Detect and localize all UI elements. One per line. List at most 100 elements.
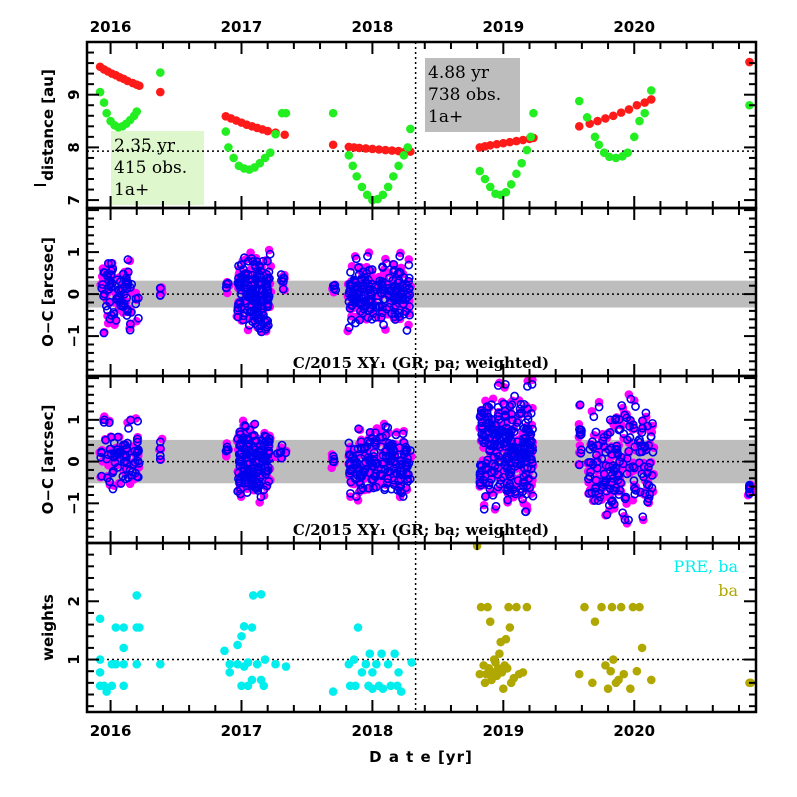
residual-point-weighted — [504, 469, 514, 479]
residual-point-weighted — [618, 459, 628, 469]
residual-point-weighted — [245, 458, 255, 467]
residual-point-weighted — [108, 484, 118, 494]
residual-point-weighted — [521, 507, 530, 517]
residual-point-unweighted — [381, 325, 390, 334]
residual-point-weighted — [377, 308, 387, 318]
data-point — [640, 98, 650, 107]
residual-point-weighted — [240, 298, 250, 308]
data-point — [608, 655, 618, 664]
residual-point-weighted — [399, 438, 409, 447]
residual-point-weighted — [576, 430, 586, 439]
residual-point-weighted — [113, 285, 123, 295]
data-point — [111, 623, 121, 632]
residual-point-weighted — [620, 494, 630, 504]
y-axis-title: weights — [39, 594, 57, 661]
panel-title: C/2015 XY₁ (GR; ba; weighted) — [293, 521, 549, 539]
residual-point-weighted — [96, 452, 106, 462]
data-point — [119, 643, 128, 653]
residual-point-weighted — [221, 283, 231, 293]
panel-frame — [85, 541, 758, 714]
residual-point-weighted — [392, 284, 402, 294]
data-point — [629, 132, 639, 142]
residual-point-weighted — [591, 427, 601, 437]
residual-point-weighted — [526, 464, 536, 474]
residual-point-weighted — [402, 445, 412, 455]
residual-point-weighted — [126, 415, 136, 425]
residual-point-weighted — [380, 285, 390, 295]
residual-point-weighted — [646, 432, 656, 442]
residual-point-weighted — [263, 462, 273, 472]
residual-point-weighted — [598, 476, 608, 486]
annotation-text: 415 obs. — [114, 158, 187, 178]
data-point — [111, 659, 121, 669]
residual-point-weighted — [380, 483, 390, 493]
data-point — [517, 158, 526, 168]
residual-point-weighted — [404, 284, 414, 294]
data-point — [221, 127, 231, 136]
axis-ticks — [87, 41, 756, 712]
data-point — [495, 649, 504, 659]
data-point — [582, 113, 592, 122]
y-tick-label: 1 — [65, 654, 83, 664]
residual-point-weighted — [404, 260, 414, 270]
residual-point-weighted — [345, 284, 355, 294]
data-point — [611, 153, 621, 163]
residual-point-weighted — [405, 474, 415, 484]
panel-frames — [85, 40, 758, 714]
residual-point-weighted — [133, 456, 143, 466]
data-point — [485, 182, 495, 192]
residual-point-weighted — [502, 423, 511, 433]
residual-point-weighted — [647, 470, 657, 480]
residual-point-weighted — [524, 427, 534, 437]
data-point — [220, 646, 229, 656]
residual-point-unweighted — [503, 498, 512, 507]
residual-point-weighted — [507, 415, 517, 425]
residual-point-weighted — [257, 304, 266, 314]
residual-point-weighted — [155, 437, 165, 447]
residual-point-unweighted — [622, 499, 631, 508]
residual-point-weighted — [487, 400, 496, 410]
residual-point-weighted — [241, 448, 250, 457]
residual-point-weighted — [608, 474, 618, 483]
residual-point-weighted — [277, 453, 286, 463]
residual-point-weighted — [588, 437, 597, 447]
residual-point-unweighted — [243, 325, 253, 335]
residual-point-weighted — [133, 472, 143, 482]
residual-point-weighted — [344, 438, 354, 448]
data-point — [407, 658, 416, 667]
residual-point-weighted — [103, 258, 113, 268]
data-point — [135, 81, 144, 91]
data-point — [95, 668, 105, 677]
residual-point-unweighted — [497, 397, 507, 407]
residual-point-weighted — [258, 457, 268, 467]
data-point — [505, 137, 515, 147]
data-point — [628, 602, 638, 612]
residual-point-weighted — [644, 480, 654, 490]
data-point — [353, 623, 363, 632]
data-point — [107, 681, 117, 691]
residual-point-weighted — [103, 305, 112, 315]
data-point — [247, 675, 257, 685]
data-point — [233, 640, 242, 650]
residual-point-weighted — [394, 482, 404, 492]
residual-point-weighted — [626, 394, 636, 404]
residual-point-weighted — [264, 477, 274, 486]
data-point — [616, 108, 626, 117]
residual-point-weighted — [235, 478, 244, 488]
residual-point-weighted — [519, 477, 529, 487]
residual-point-weighted — [242, 435, 252, 445]
residual-point-weighted — [390, 312, 399, 322]
data-point — [239, 622, 249, 631]
residual-point-weighted — [507, 425, 517, 435]
data-point — [646, 675, 656, 685]
residual-point-weighted — [256, 266, 266, 276]
residual-point-weighted — [389, 475, 399, 485]
residual-point-weighted — [516, 399, 526, 409]
residual-point-weighted — [636, 441, 646, 451]
residual-point-weighted — [233, 434, 243, 444]
residual-point-weighted — [221, 446, 231, 456]
residual-point-weighted — [278, 284, 288, 294]
data-point — [361, 144, 371, 153]
residual-point-weighted — [612, 445, 622, 454]
